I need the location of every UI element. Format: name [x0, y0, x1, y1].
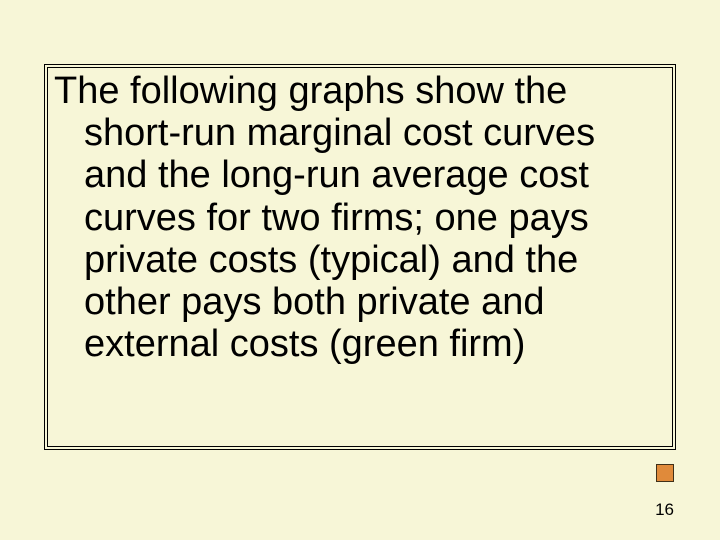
page-number: 16 [655, 500, 674, 520]
text-frame: The following graphs show the short-run … [44, 64, 676, 450]
body-text-wrap: The following graphs show the short-run … [54, 70, 662, 365]
decorator-square-icon [656, 464, 674, 482]
body-text: The following graphs show the short-run … [54, 70, 595, 365]
